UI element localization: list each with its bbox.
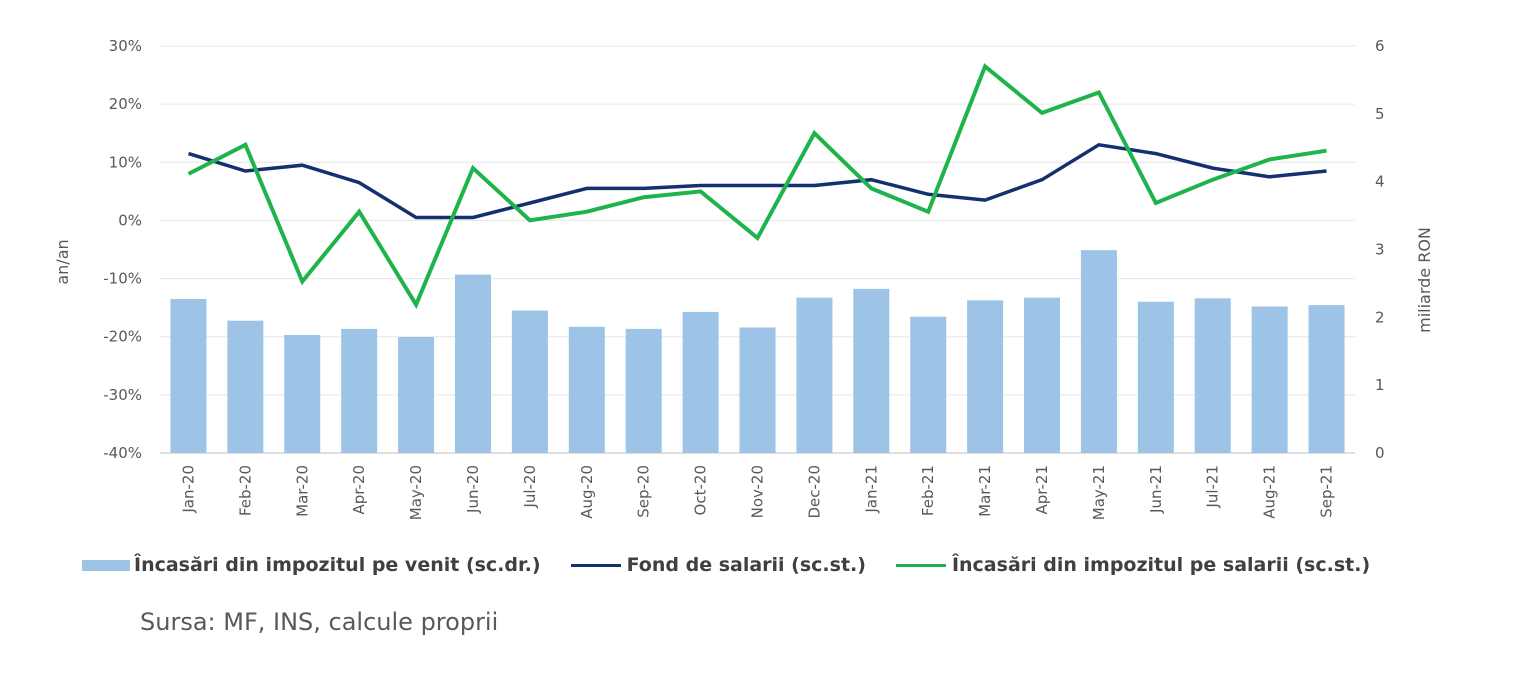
- chart-legend: Încasări din impozitul pe venit (sc.dr.)…: [82, 554, 1370, 576]
- x-tick-label: Feb-20: [236, 465, 254, 516]
- x-tick-label: Mar-21: [976, 465, 994, 517]
- bar: [454, 274, 491, 453]
- x-tick-label: Oct-20: [692, 465, 710, 515]
- right-tick-label: 1: [1375, 376, 1385, 394]
- bar: [739, 327, 776, 453]
- bar: [1024, 297, 1061, 453]
- x-tick-label: Sep-21: [1318, 465, 1336, 518]
- bar: [625, 328, 662, 453]
- bar: [227, 320, 264, 453]
- legend-label-line1: Fond de salarii (sc.st.): [626, 554, 866, 576]
- x-tick-label: Aug-21: [1261, 465, 1279, 519]
- legend-swatch-line1: [570, 563, 621, 567]
- right-tick-label: 0: [1375, 444, 1385, 462]
- left-axis-title: an/an: [53, 239, 72, 284]
- legend-label-line2: Încasări din impozitul pe salarii (sc.st…: [951, 554, 1371, 576]
- bar: [398, 337, 435, 453]
- bar: [853, 288, 890, 453]
- bar: [1308, 305, 1345, 453]
- x-tick-label: Jan-21: [862, 465, 880, 514]
- left-tick-label: -30%: [103, 386, 142, 404]
- bar: [682, 311, 719, 453]
- line-series: [187, 63, 1327, 310]
- bar: [1194, 298, 1231, 453]
- legend-item-line2: Încasări din impozitul pe salarii (sc.st…: [895, 554, 1371, 576]
- left-tick-label: 0%: [118, 211, 142, 229]
- x-tick-label: Aug-20: [578, 465, 596, 519]
- left-axis-ticks: 30% 20% 10% 0% -10% -20% -30% -40%: [103, 37, 142, 462]
- left-tick-label: 10%: [109, 153, 142, 171]
- bar: [568, 326, 605, 453]
- x-tick-label: Jun-21: [1147, 465, 1165, 514]
- right-tick-label: 4: [1375, 173, 1385, 191]
- legend-swatch-line2: [895, 563, 946, 567]
- bar: [341, 328, 378, 453]
- x-tick-label: Apr-21: [1033, 465, 1051, 515]
- left-tick-label: 30%: [109, 37, 142, 55]
- x-tick-label: May-21: [1090, 465, 1108, 520]
- left-tick-label: -10%: [103, 270, 142, 288]
- bar: [910, 316, 947, 453]
- legend-label-bar: Încasări din impozitul pe venit (sc.dr.): [134, 554, 541, 576]
- bar: [1251, 306, 1288, 453]
- right-tick-label: 3: [1375, 241, 1385, 259]
- x-tick-label: May-20: [407, 465, 425, 520]
- x-tick-label: Feb-21: [919, 465, 937, 516]
- source-note: Sursa: MF, INS, calcule proprii: [140, 608, 499, 636]
- left-tick-label: -20%: [103, 328, 142, 346]
- legend-item-line1: Fond de salarii (sc.st.): [570, 554, 866, 576]
- x-tick-label: Apr-20: [350, 465, 368, 515]
- bar: [284, 334, 321, 453]
- x-tick-label: Sep-20: [635, 465, 653, 518]
- right-axis-title: miliarde RON: [1415, 227, 1434, 333]
- right-tick-label: 5: [1375, 105, 1385, 123]
- bar: [1137, 301, 1174, 453]
- bar: [967, 300, 1004, 453]
- combo-chart: 30% 20% 10% 0% -10% -20% -30% -40% 6 5 4 3 2 1 0 Jan-…: [53, 37, 1434, 520]
- x-axis-ticks: Jan-20 Feb-20 Mar-20 Apr-20 May-20 Jun-20 Jul-…: [179, 465, 1335, 520]
- legend-swatch-bar: [82, 559, 130, 571]
- bar-series: [170, 250, 1345, 453]
- bar: [511, 310, 548, 453]
- right-tick-label: 2: [1375, 308, 1385, 326]
- x-tick-label: Dec-20: [805, 465, 823, 519]
- legend-item-bar: Încasări din impozitul pe venit (sc.dr.): [82, 554, 541, 576]
- x-tick-label: Jul-20: [521, 465, 539, 509]
- bar: [1080, 250, 1117, 453]
- line-fond-salarii: [187, 142, 1327, 220]
- x-tick-label: Nov-20: [749, 465, 767, 518]
- left-tick-label: -40%: [103, 444, 142, 462]
- x-tick-label: Jul-21: [1204, 465, 1222, 509]
- bar: [796, 297, 833, 453]
- right-tick-label: 6: [1375, 37, 1385, 55]
- x-tick-label: Jan-20: [179, 465, 197, 514]
- x-tick-label: Mar-20: [293, 465, 311, 517]
- bar: [170, 299, 207, 453]
- right-axis-ticks: 6 5 4 3 2 1 0: [1375, 37, 1385, 462]
- left-tick-label: 20%: [109, 95, 142, 113]
- x-tick-label: Jun-20: [464, 465, 482, 514]
